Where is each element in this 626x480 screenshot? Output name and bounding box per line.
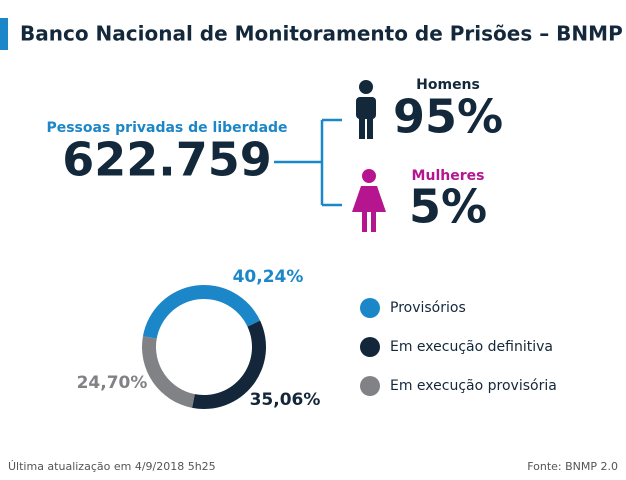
legend-label: Em execução provisória (390, 378, 557, 394)
legend-swatch (360, 337, 380, 357)
donut-segment (142, 336, 195, 408)
male-icon (356, 80, 376, 139)
value-label: 24,70% (77, 373, 148, 393)
footer-source: Fonte: BNMP 2.0 (527, 460, 618, 473)
legend-swatch (360, 298, 380, 318)
gender-value: 5% (409, 180, 487, 234)
total-value: 622.759 (62, 133, 272, 187)
legend-swatch (360, 376, 380, 396)
footer-updated: Última atualização em 4/9/2018 5h25 (8, 460, 216, 473)
title: Banco Nacional de Monitoramento de Prisõ… (20, 22, 626, 46)
gender-value: 95% (393, 90, 503, 144)
donut-segment (192, 320, 266, 409)
donut-segment (142, 285, 261, 339)
legend-label: Provisórios (390, 300, 466, 316)
value-label: 40,24% (233, 267, 304, 287)
value-label: 35,06% (250, 390, 321, 410)
gender-label: Homens (416, 77, 480, 93)
female-icon (352, 169, 386, 232)
legend-label: Em execução definitiva (390, 339, 553, 355)
gender-label: Mulheres (412, 168, 485, 184)
total-label: Pessoas privadas de liberdade (46, 120, 287, 136)
connector (274, 118, 342, 207)
header-bar (0, 18, 8, 50)
